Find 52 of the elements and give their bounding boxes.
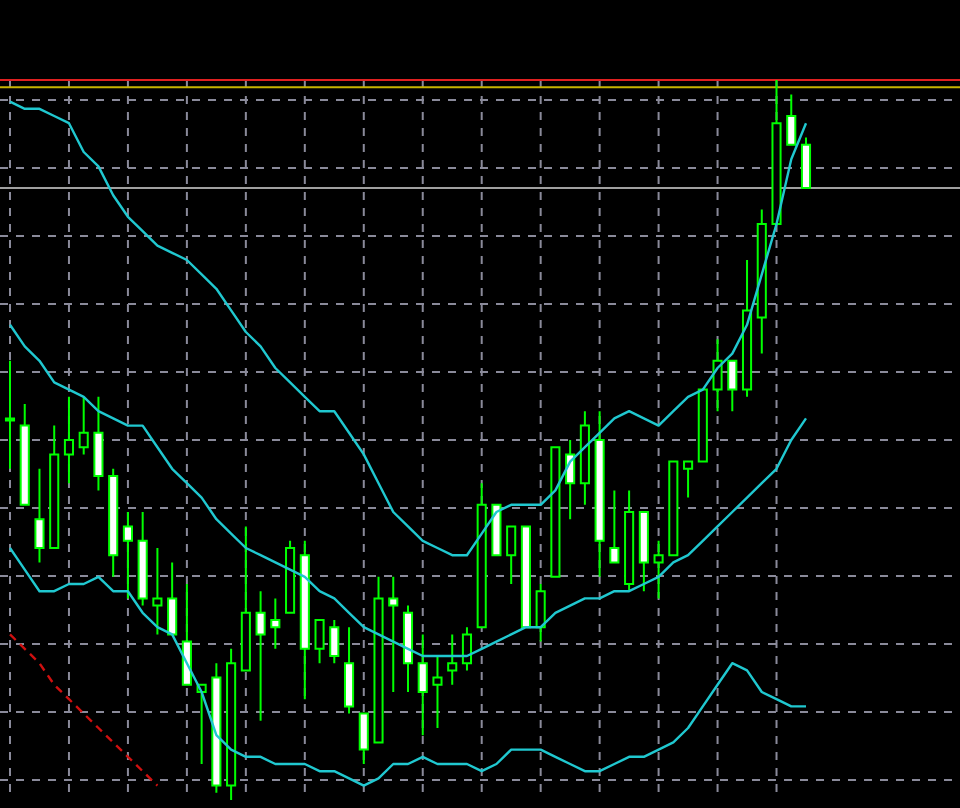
candlestick [727, 359, 738, 413]
candlestick [653, 539, 664, 600]
candlestick [329, 619, 340, 665]
candlestick [240, 525, 251, 672]
candlestick [388, 575, 399, 693]
candlestick [285, 539, 296, 614]
candlestick [461, 626, 473, 672]
candlestick [741, 259, 753, 398]
candlestick [299, 539, 310, 701]
candlestick [49, 424, 60, 549]
candlestick [609, 489, 620, 564]
candlestick [270, 597, 281, 650]
candlestick [108, 467, 119, 578]
candlestick [417, 633, 428, 737]
candlestick [432, 655, 443, 729]
candlestick [579, 410, 590, 506]
candlestick [550, 446, 561, 578]
candlestick [594, 410, 605, 578]
candlestick [565, 439, 576, 521]
candlestick [255, 590, 266, 722]
candlestick [314, 619, 325, 665]
candlestick [756, 208, 767, 355]
candlestick [137, 511, 148, 607]
candlestick [520, 525, 531, 629]
candlestick [800, 136, 812, 189]
candlestick [786, 93, 797, 146]
candlestick [771, 79, 782, 225]
candlestick [683, 460, 694, 499]
candlestick [93, 395, 104, 492]
candlestick [78, 395, 89, 456]
candlestick [402, 604, 414, 693]
candlestick [638, 511, 649, 593]
candlestick [476, 482, 487, 629]
candlestick [226, 647, 237, 801]
candlestick [447, 633, 458, 686]
candlestick [343, 626, 355, 715]
candlestick [19, 403, 30, 506]
candlestick [668, 460, 679, 557]
candlestick [167, 561, 178, 636]
candlestick [34, 467, 45, 564]
candlestick [624, 489, 635, 593]
candlestick [63, 395, 75, 485]
candlestick [535, 583, 546, 643]
candlestick [506, 525, 517, 585]
candlestick [181, 583, 192, 686]
candlestick [122, 511, 133, 600]
candlestick [358, 712, 369, 765]
candlestick [373, 575, 384, 744]
candlestick [211, 662, 222, 794]
candlestick [697, 388, 708, 463]
candlestick [152, 547, 163, 636]
candlestick [491, 503, 502, 557]
